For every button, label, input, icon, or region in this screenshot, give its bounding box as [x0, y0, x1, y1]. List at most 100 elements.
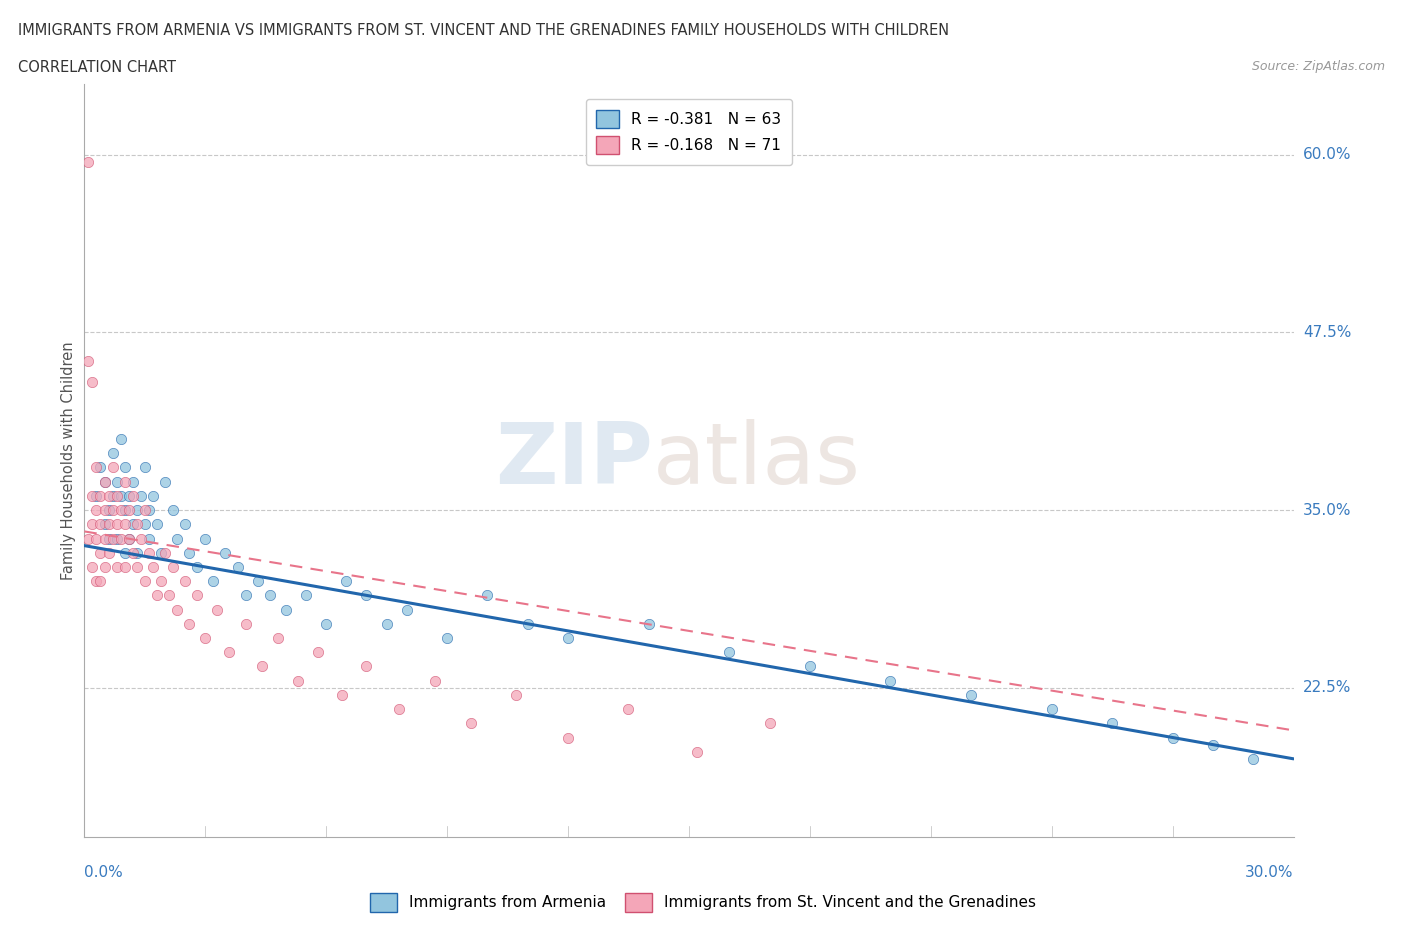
Point	[1161, 730, 1184, 745]
Point	[186, 560, 208, 575]
Point	[287, 673, 309, 688]
Point	[97, 502, 120, 517]
Point	[235, 588, 257, 603]
Point	[179, 545, 201, 560]
Point	[89, 574, 111, 589]
Point	[86, 502, 108, 517]
Point	[114, 502, 136, 517]
Point	[110, 488, 132, 503]
Point	[758, 716, 780, 731]
Point	[93, 474, 115, 489]
Point	[125, 517, 148, 532]
Point	[82, 488, 104, 503]
Text: CORRELATION CHART: CORRELATION CHART	[18, 60, 176, 75]
Point	[142, 488, 165, 503]
Point	[162, 502, 184, 517]
Point	[718, 644, 741, 659]
Point	[516, 617, 538, 631]
Point	[86, 460, 108, 475]
Point	[77, 531, 100, 546]
Point	[307, 644, 329, 659]
Point	[142, 560, 165, 575]
Point	[105, 531, 128, 546]
Point	[129, 488, 152, 503]
Point	[207, 602, 229, 617]
Point	[356, 588, 378, 603]
Point	[121, 488, 143, 503]
Point	[110, 432, 132, 446]
Text: 30.0%: 30.0%	[1246, 865, 1294, 880]
Point	[110, 502, 132, 517]
Point	[125, 560, 148, 575]
Point	[93, 517, 115, 532]
Point	[1101, 716, 1123, 731]
Point	[146, 588, 169, 603]
Point	[97, 517, 120, 532]
Point	[477, 588, 499, 603]
Point	[97, 488, 120, 503]
Point	[129, 531, 152, 546]
Point	[89, 517, 111, 532]
Text: 60.0%: 60.0%	[1303, 147, 1351, 162]
Point	[149, 545, 172, 560]
Text: IMMIGRANTS FROM ARMENIA VS IMMIGRANTS FROM ST. VINCENT AND THE GRENADINES FAMILY: IMMIGRANTS FROM ARMENIA VS IMMIGRANTS FR…	[18, 23, 949, 38]
Point	[110, 531, 132, 546]
Point	[89, 460, 111, 475]
Point	[295, 588, 318, 603]
Point	[118, 531, 141, 546]
Point	[246, 574, 269, 589]
Point	[330, 687, 353, 702]
Point	[166, 602, 188, 617]
Point	[1040, 701, 1063, 716]
Point	[186, 588, 208, 603]
Point	[194, 631, 217, 645]
Point	[77, 353, 100, 368]
Point	[879, 673, 901, 688]
Point	[179, 617, 201, 631]
Point	[423, 673, 446, 688]
Point	[138, 531, 160, 546]
Point	[436, 631, 458, 645]
Legend: R = -0.381   N = 63, R = -0.168   N = 71: R = -0.381 N = 63, R = -0.168 N = 71	[586, 99, 792, 166]
Point	[93, 474, 115, 489]
Point	[138, 545, 160, 560]
Point	[97, 531, 120, 546]
Point	[267, 631, 290, 645]
Text: 0.0%: 0.0%	[84, 865, 124, 880]
Point	[617, 701, 640, 716]
Point	[134, 517, 156, 532]
Point	[250, 659, 273, 674]
Point	[125, 502, 148, 517]
Point	[114, 560, 136, 575]
Point	[101, 445, 124, 460]
Point	[202, 574, 225, 589]
Point	[101, 531, 124, 546]
Point	[114, 460, 136, 475]
Point	[93, 531, 115, 546]
Point	[557, 631, 579, 645]
Text: atlas: atlas	[652, 418, 860, 502]
Point	[259, 588, 281, 603]
Legend: Immigrants from Armenia, Immigrants from St. Vincent and the Grenadines: Immigrants from Armenia, Immigrants from…	[363, 887, 1043, 918]
Point	[375, 617, 398, 631]
Text: ZIP: ZIP	[495, 418, 652, 502]
Point	[93, 560, 115, 575]
Point	[82, 375, 104, 390]
Point	[105, 517, 128, 532]
Point	[97, 545, 120, 560]
Point	[138, 502, 160, 517]
Point	[105, 488, 128, 503]
Point	[460, 716, 482, 731]
Point	[134, 460, 156, 475]
Point	[86, 574, 108, 589]
Point	[121, 517, 143, 532]
Point	[86, 531, 108, 546]
Point	[114, 474, 136, 489]
Point	[557, 730, 579, 745]
Point	[121, 474, 143, 489]
Point	[157, 588, 180, 603]
Point	[101, 502, 124, 517]
Point	[235, 617, 257, 631]
Point	[637, 617, 659, 631]
Point	[960, 687, 983, 702]
